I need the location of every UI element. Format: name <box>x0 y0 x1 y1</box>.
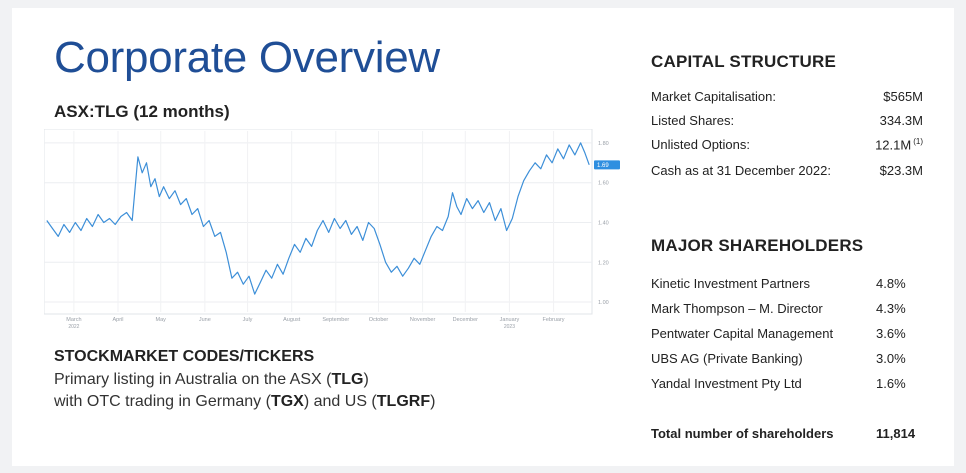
last-price-box <box>594 160 620 170</box>
shareholder-row: Pentwater Capital Management 3.6% <box>651 326 909 341</box>
x-tick-label: June <box>199 317 211 323</box>
x-tick-label: January <box>500 317 520 323</box>
capital-value: $23.3M <box>879 163 923 178</box>
footnote-marker: (1) <box>913 137 923 146</box>
y-tick-label: 1.40 <box>598 220 609 226</box>
shareholder-pct: 4.3% <box>876 301 906 316</box>
tickers-line2-middle: ) and US ( <box>303 393 377 410</box>
y-tick-label: 1.60 <box>598 181 609 187</box>
capital-label: Listed Shares: <box>651 113 735 128</box>
x-tick-label: December <box>453 317 479 323</box>
tickers-line1-suffix: ) <box>363 371 369 388</box>
x-tick-label: May <box>156 317 167 323</box>
x-tick-label: August <box>283 317 301 323</box>
x-tick-label: October <box>369 317 389 323</box>
capital-structure-heading: CAPITAL STRUCTURE <box>651 52 837 71</box>
x-tick-sublabel: 2022 <box>68 324 79 330</box>
capital-label: Market Capitalisation: <box>651 89 776 104</box>
shareholder-name: Kinetic Investment Partners <box>651 276 810 291</box>
shareholder-name: Yandal Investment Pty Ltd <box>651 376 802 391</box>
y-tick-label: 1.20 <box>598 260 609 266</box>
ticker-tlgrf: TLGRF <box>376 393 431 410</box>
tickers-line2-prefix: with OTC trading in Germany ( <box>54 393 271 410</box>
tickers-heading: STOCKMARKET CODES/TICKERS <box>54 348 315 365</box>
y-axis-ticks: 1.80 1.60 1.40 1.20 1.00 <box>598 141 609 306</box>
tickers-line-2: with OTC trading in Germany (TGX) and US… <box>54 393 435 411</box>
capital-value: 334.3M <box>879 113 923 128</box>
total-shareholders-value: 11,814 <box>876 426 916 441</box>
capital-label: Cash as at 31 December 2022: <box>651 163 831 178</box>
capital-label: Unlisted Options: <box>651 137 750 152</box>
y-tick-label: 1.00 <box>598 300 609 306</box>
shareholder-pct: 3.6% <box>876 326 906 341</box>
tickers-line1-prefix: Primary listing in Australia on the ASX … <box>54 371 332 388</box>
tickers-line2-suffix: ) <box>430 393 436 410</box>
x-tick-label: September <box>322 317 349 323</box>
shareholder-name: Pentwater Capital Management <box>651 326 834 341</box>
capital-value: $565M <box>883 89 923 104</box>
capital-value-with-note: 12.1M (1) <box>875 137 923 152</box>
total-shareholders-row: Total number of shareholders 11,814 <box>651 426 915 441</box>
x-tick-sublabel: 2023 <box>504 324 515 330</box>
slide: Corporate Overview ASX:TLG (12 months) 1… <box>12 8 954 466</box>
plot-area <box>44 129 593 315</box>
shareholder-row: Mark Thompson – M. Director 4.3% <box>651 301 909 316</box>
x-tick-label: March <box>66 317 81 323</box>
last-price-marker: 1.69 <box>594 160 620 170</box>
y-tick-label: 1.80 <box>598 141 609 147</box>
last-price-label: 1.69 <box>597 163 609 169</box>
capital-value: 12.1M <box>875 137 912 153</box>
x-tick-label: July <box>243 317 253 323</box>
total-shareholders-label: Total number of shareholders <box>651 426 834 441</box>
shareholder-row: Kinetic Investment Partners 4.8% <box>651 276 909 291</box>
shareholder-pct: 4.8% <box>876 276 906 291</box>
ticker-tgx: TGX <box>270 393 304 410</box>
shareholder-pct: 1.6% <box>876 376 906 391</box>
page-title: Corporate Overview <box>54 33 440 82</box>
major-shareholders-heading: MAJOR SHAREHOLDERS <box>651 236 864 255</box>
x-tick-label: April <box>113 317 124 323</box>
ticker-tlg: TLG <box>331 371 364 388</box>
shareholder-name: Mark Thompson – M. Director <box>651 301 823 316</box>
chart-heading: ASX:TLG (12 months) <box>54 102 230 121</box>
capital-row: Cash as at 31 December 2022: $23.3M <box>651 163 923 178</box>
capital-row: Listed Shares: 334.3M <box>651 113 923 128</box>
x-tick-label: November <box>410 317 436 323</box>
price-line <box>46 142 590 295</box>
share-price-chart: 1.80 1.60 1.40 1.20 1.00 March 2022 April May Ju… <box>44 129 622 334</box>
x-tick-label: February <box>543 317 565 323</box>
shareholder-name: UBS AG (Private Banking) <box>651 351 803 366</box>
tickers-line-1: Primary listing in Australia on the ASX … <box>54 371 369 389</box>
capital-row: Market Capitalisation: $565M <box>651 89 923 104</box>
capital-row: Unlisted Options: 12.1M (1) <box>651 137 923 152</box>
shareholder-row: UBS AG (Private Banking) 3.0% <box>651 351 909 366</box>
shareholder-row: Yandal Investment Pty Ltd 1.6% <box>651 376 909 391</box>
shareholder-pct: 3.0% <box>876 351 906 366</box>
